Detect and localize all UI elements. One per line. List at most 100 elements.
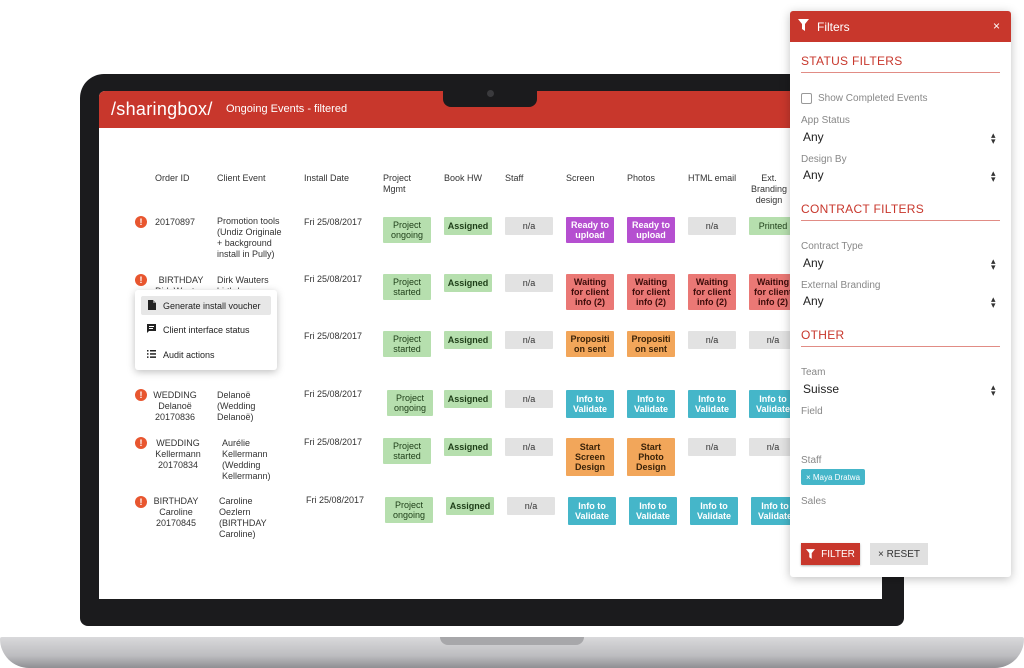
select-arrows-icon[interactable]: ▴ ▾ (991, 294, 996, 310)
alert-icon[interactable]: ! (135, 437, 147, 449)
external-branding-label: External Branding (801, 280, 881, 291)
photos-badge[interactable]: Waiting for client info (2) (627, 274, 675, 310)
message-icon (147, 324, 156, 335)
html-email-badge[interactable]: n/a (688, 438, 736, 456)
book-hw-badge[interactable]: Assigned (446, 497, 494, 515)
document-icon (147, 299, 156, 312)
photos-badge[interactable]: Info to Validate (627, 390, 675, 418)
install-date: Fri 25/08/2017 (304, 389, 363, 399)
project-mgmt-badge[interactable]: Project started (383, 438, 431, 464)
alert-icon[interactable]: ! (135, 274, 147, 286)
photos-badge[interactable]: Ready to upload (627, 217, 675, 243)
col-photos[interactable]: Photos (627, 173, 656, 183)
install-date: Fri 25/08/2017 (304, 437, 363, 447)
team-select[interactable]: Suisse (803, 382, 840, 396)
book-hw-badge[interactable]: Assigned (444, 274, 492, 292)
screen-badge[interactable]: Info to Validate (566, 390, 614, 418)
show-completed-label[interactable]: Show Completed Events (818, 93, 928, 104)
list-icon (147, 349, 156, 360)
screen-badge[interactable]: Proposition sent (566, 331, 614, 357)
project-mgmt-badge[interactable]: Project ongoing (387, 390, 433, 416)
staff-chip[interactable]: × Maya Dratwa (801, 469, 866, 485)
install-date: Fri 25/08/2017 (304, 331, 363, 341)
contract-type-select[interactable]: Any (803, 256, 824, 270)
funnel-icon (806, 549, 816, 559)
app-status-label: App Status (801, 115, 850, 126)
staff-badge[interactable]: n/a (505, 331, 553, 349)
project-mgmt-badge[interactable]: Project ongoing (383, 217, 431, 243)
camera-notch (443, 87, 537, 107)
col-screen[interactable]: Screen (566, 173, 595, 183)
install-date: Fri 25/08/2017 (306, 495, 365, 505)
row-context-menu: Generate install voucher Client interfac… (135, 290, 277, 370)
col-install-date[interactable]: Install Date (304, 173, 350, 183)
screen-badge[interactable]: Waiting for client info (2) (566, 274, 614, 310)
staff-badge[interactable]: n/a (505, 274, 553, 292)
book-hw-badge[interactable]: Assigned (444, 217, 492, 235)
filters-title: Filters (817, 20, 850, 34)
filter-button[interactable]: FILTER (801, 543, 860, 565)
filter-button-label: FILTER (821, 548, 855, 560)
html-email-badge[interactable]: n/a (688, 331, 736, 349)
sharingbox-logo[interactable]: /sharingbox/ (111, 99, 213, 119)
book-hw-badge[interactable]: Assigned (444, 390, 492, 408)
html-email-badge[interactable]: Waiting for client info (2) (688, 274, 736, 310)
other-heading: OTHER (801, 328, 845, 342)
show-completed-checkbox[interactable] (801, 93, 812, 104)
col-staff[interactable]: Staff (505, 173, 524, 183)
project-mgmt-badge[interactable]: Project started (383, 274, 431, 300)
book-hw-badge[interactable]: Assigned (444, 438, 492, 456)
ext-branding-badge[interactable]: Printed (749, 217, 797, 235)
menu-item-client-interface-status[interactable]: Client interface status (141, 320, 271, 339)
staff-badge[interactable]: n/a (505, 217, 553, 235)
page-title: Ongoing Events - filtered (226, 103, 348, 115)
html-email-badge[interactable]: n/a (688, 217, 736, 235)
html-email-badge[interactable]: Info to Validate (688, 390, 736, 418)
staff-badge[interactable]: n/a (505, 390, 553, 408)
col-project-mgmt[interactable]: Project Mgmt (383, 173, 412, 194)
screen-badge[interactable]: Ready to upload (566, 217, 614, 243)
menu-item-audit-actions[interactable]: Audit actions (141, 345, 271, 364)
close-icon[interactable]: × (993, 19, 1001, 33)
alert-icon[interactable]: ! (135, 496, 147, 508)
menu-item-generate-install-voucher[interactable]: Generate install voucher (141, 296, 271, 315)
alert-icon[interactable]: ! (135, 216, 147, 228)
col-book-hw[interactable]: Book HW (444, 173, 483, 183)
order-id: BIRTHDAY Dirk Wauters (155, 275, 207, 289)
design-by-select[interactable]: Any (803, 168, 824, 182)
install-date: Fri 25/08/2017 (304, 217, 363, 227)
ext-branding-badge[interactable]: n/a (749, 331, 797, 349)
photos-badge[interactable]: Proposition sent (627, 331, 675, 357)
photos-badge[interactable]: Info to Validate (629, 497, 677, 525)
client-event: Aurélie Kellermann (Wedding Kellermann) (222, 438, 271, 481)
book-hw-badge[interactable]: Assigned (444, 331, 492, 349)
col-order-id[interactable]: Order ID (155, 173, 190, 183)
project-mgmt-badge[interactable]: Project started (383, 331, 431, 357)
ext-branding-badge[interactable]: Waiting for client info (2) (749, 274, 797, 310)
col-ext-branding[interactable]: Ext. Branding design (750, 173, 788, 205)
select-arrows-icon[interactable]: ▴ ▾ (991, 382, 996, 398)
staff-badge[interactable]: n/a (505, 438, 553, 456)
screen-badge[interactable]: Start Screen Design (566, 438, 614, 476)
ext-branding-badge[interactable]: n/a (749, 438, 797, 456)
screen-badge[interactable]: Info to Validate (568, 497, 616, 525)
project-mgmt-badge[interactable]: Project ongoing (385, 497, 433, 523)
ext-branding-badge[interactable]: Info to Validate (749, 390, 797, 418)
html-email-badge[interactable]: Info to Validate (690, 497, 738, 525)
reset-button[interactable]: × RESET (870, 543, 928, 565)
team-label: Team (801, 367, 826, 378)
staff-badge[interactable]: n/a (507, 497, 555, 515)
menu-item-label: Generate install voucher (163, 300, 261, 311)
alert-icon[interactable]: ! (135, 389, 147, 401)
select-arrows-icon[interactable]: ▴ ▾ (991, 256, 996, 272)
client-event: Dirk Wauters birthday (217, 275, 269, 289)
select-arrows-icon[interactable]: ▴ ▾ (991, 130, 996, 146)
sales-label: Sales (801, 496, 827, 507)
external-branding-select[interactable]: Any (803, 294, 824, 308)
col-client-event[interactable]: Client Event (217, 173, 266, 183)
app-status-select[interactable]: Any (803, 130, 824, 144)
select-arrows-icon[interactable]: ▴ ▾ (991, 168, 996, 184)
col-html-email[interactable]: HTML email (688, 173, 737, 183)
staff-label: Staff (801, 455, 822, 466)
photos-badge[interactable]: Start Photo Design (627, 438, 675, 476)
